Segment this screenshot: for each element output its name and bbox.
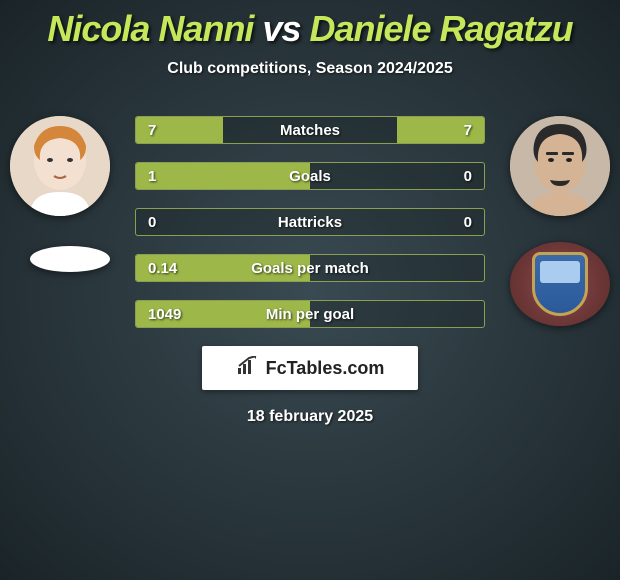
stat-row: 1049Min per goal bbox=[135, 300, 485, 328]
stat-label: Matches bbox=[206, 122, 414, 139]
stat-value-left: 1049 bbox=[136, 306, 206, 323]
comparison-title: Nicola Nanni vs Daniele Ragatzu bbox=[0, 8, 620, 50]
player2-name: Daniele Ragatzu bbox=[310, 8, 573, 49]
stat-value-left: 7 bbox=[136, 122, 206, 139]
subtitle: Club competitions, Season 2024/2025 bbox=[0, 60, 620, 78]
stat-rows-container: 7Matches71Goals00Hattricks00.14Goals per… bbox=[135, 116, 485, 328]
stat-value-left: 1 bbox=[136, 168, 206, 185]
player1-club-badge bbox=[30, 246, 110, 272]
comparison-date: 18 february 2025 bbox=[0, 408, 620, 426]
stat-label: Goals per match bbox=[206, 260, 414, 277]
player2-club-badge bbox=[510, 242, 610, 326]
stat-value-left: 0 bbox=[136, 214, 206, 231]
stat-label: Goals bbox=[206, 168, 414, 185]
watermark: FcTables.com bbox=[202, 346, 418, 390]
player2-avatar bbox=[510, 116, 610, 216]
stat-value-left: 0.14 bbox=[136, 260, 206, 277]
stat-value-right: 0 bbox=[414, 214, 484, 231]
stat-value-right: 0 bbox=[414, 168, 484, 185]
stat-row: 7Matches7 bbox=[135, 116, 485, 144]
stat-label: Min per goal bbox=[206, 306, 414, 323]
stat-row: 0.14Goals per match bbox=[135, 254, 485, 282]
stat-label: Hattricks bbox=[206, 214, 414, 231]
chart-icon bbox=[236, 356, 260, 381]
stat-value-right: 7 bbox=[414, 122, 484, 139]
vs-text: vs bbox=[262, 8, 300, 49]
stat-row: 1Goals0 bbox=[135, 162, 485, 190]
watermark-text: FcTables.com bbox=[266, 358, 385, 379]
player1-avatar bbox=[10, 116, 110, 216]
stat-row: 0Hattricks0 bbox=[135, 208, 485, 236]
player1-name: Nicola Nanni bbox=[47, 8, 253, 49]
